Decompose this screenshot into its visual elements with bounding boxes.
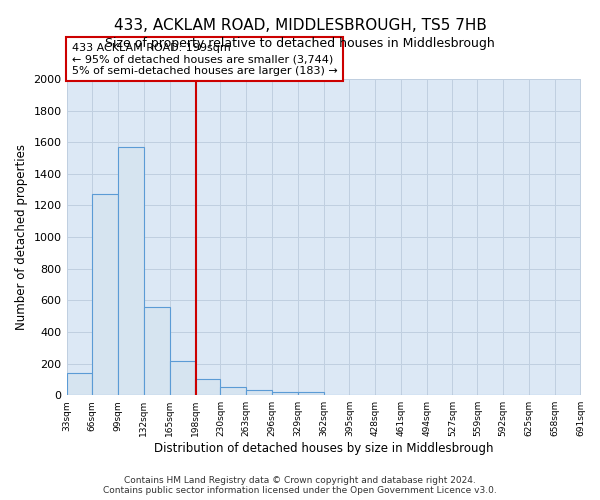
Y-axis label: Number of detached properties: Number of detached properties: [15, 144, 28, 330]
Bar: [67, 373, 92, 395]
Bar: [170, 361, 196, 395]
Bar: [220, 388, 246, 395]
Text: 433, ACKLAM ROAD, MIDDLESBROUGH, TS5 7HB: 433, ACKLAM ROAD, MIDDLESBROUGH, TS5 7HB: [113, 18, 487, 32]
Text: 433 ACKLAM ROAD: 199sqm
← 95% of detached houses are smaller (3,744)
5% of semi-: 433 ACKLAM ROAD: 199sqm ← 95% of detache…: [71, 42, 337, 76]
Bar: [298, 392, 323, 395]
Bar: [118, 147, 144, 395]
Bar: [144, 306, 170, 395]
Bar: [272, 392, 298, 395]
Bar: [196, 380, 220, 395]
Text: Size of property relative to detached houses in Middlesbrough: Size of property relative to detached ho…: [105, 38, 495, 51]
X-axis label: Distribution of detached houses by size in Middlesbrough: Distribution of detached houses by size …: [154, 442, 493, 455]
Bar: [246, 390, 272, 395]
Text: Contains HM Land Registry data © Crown copyright and database right 2024.
Contai: Contains HM Land Registry data © Crown c…: [103, 476, 497, 495]
Bar: [92, 194, 118, 395]
